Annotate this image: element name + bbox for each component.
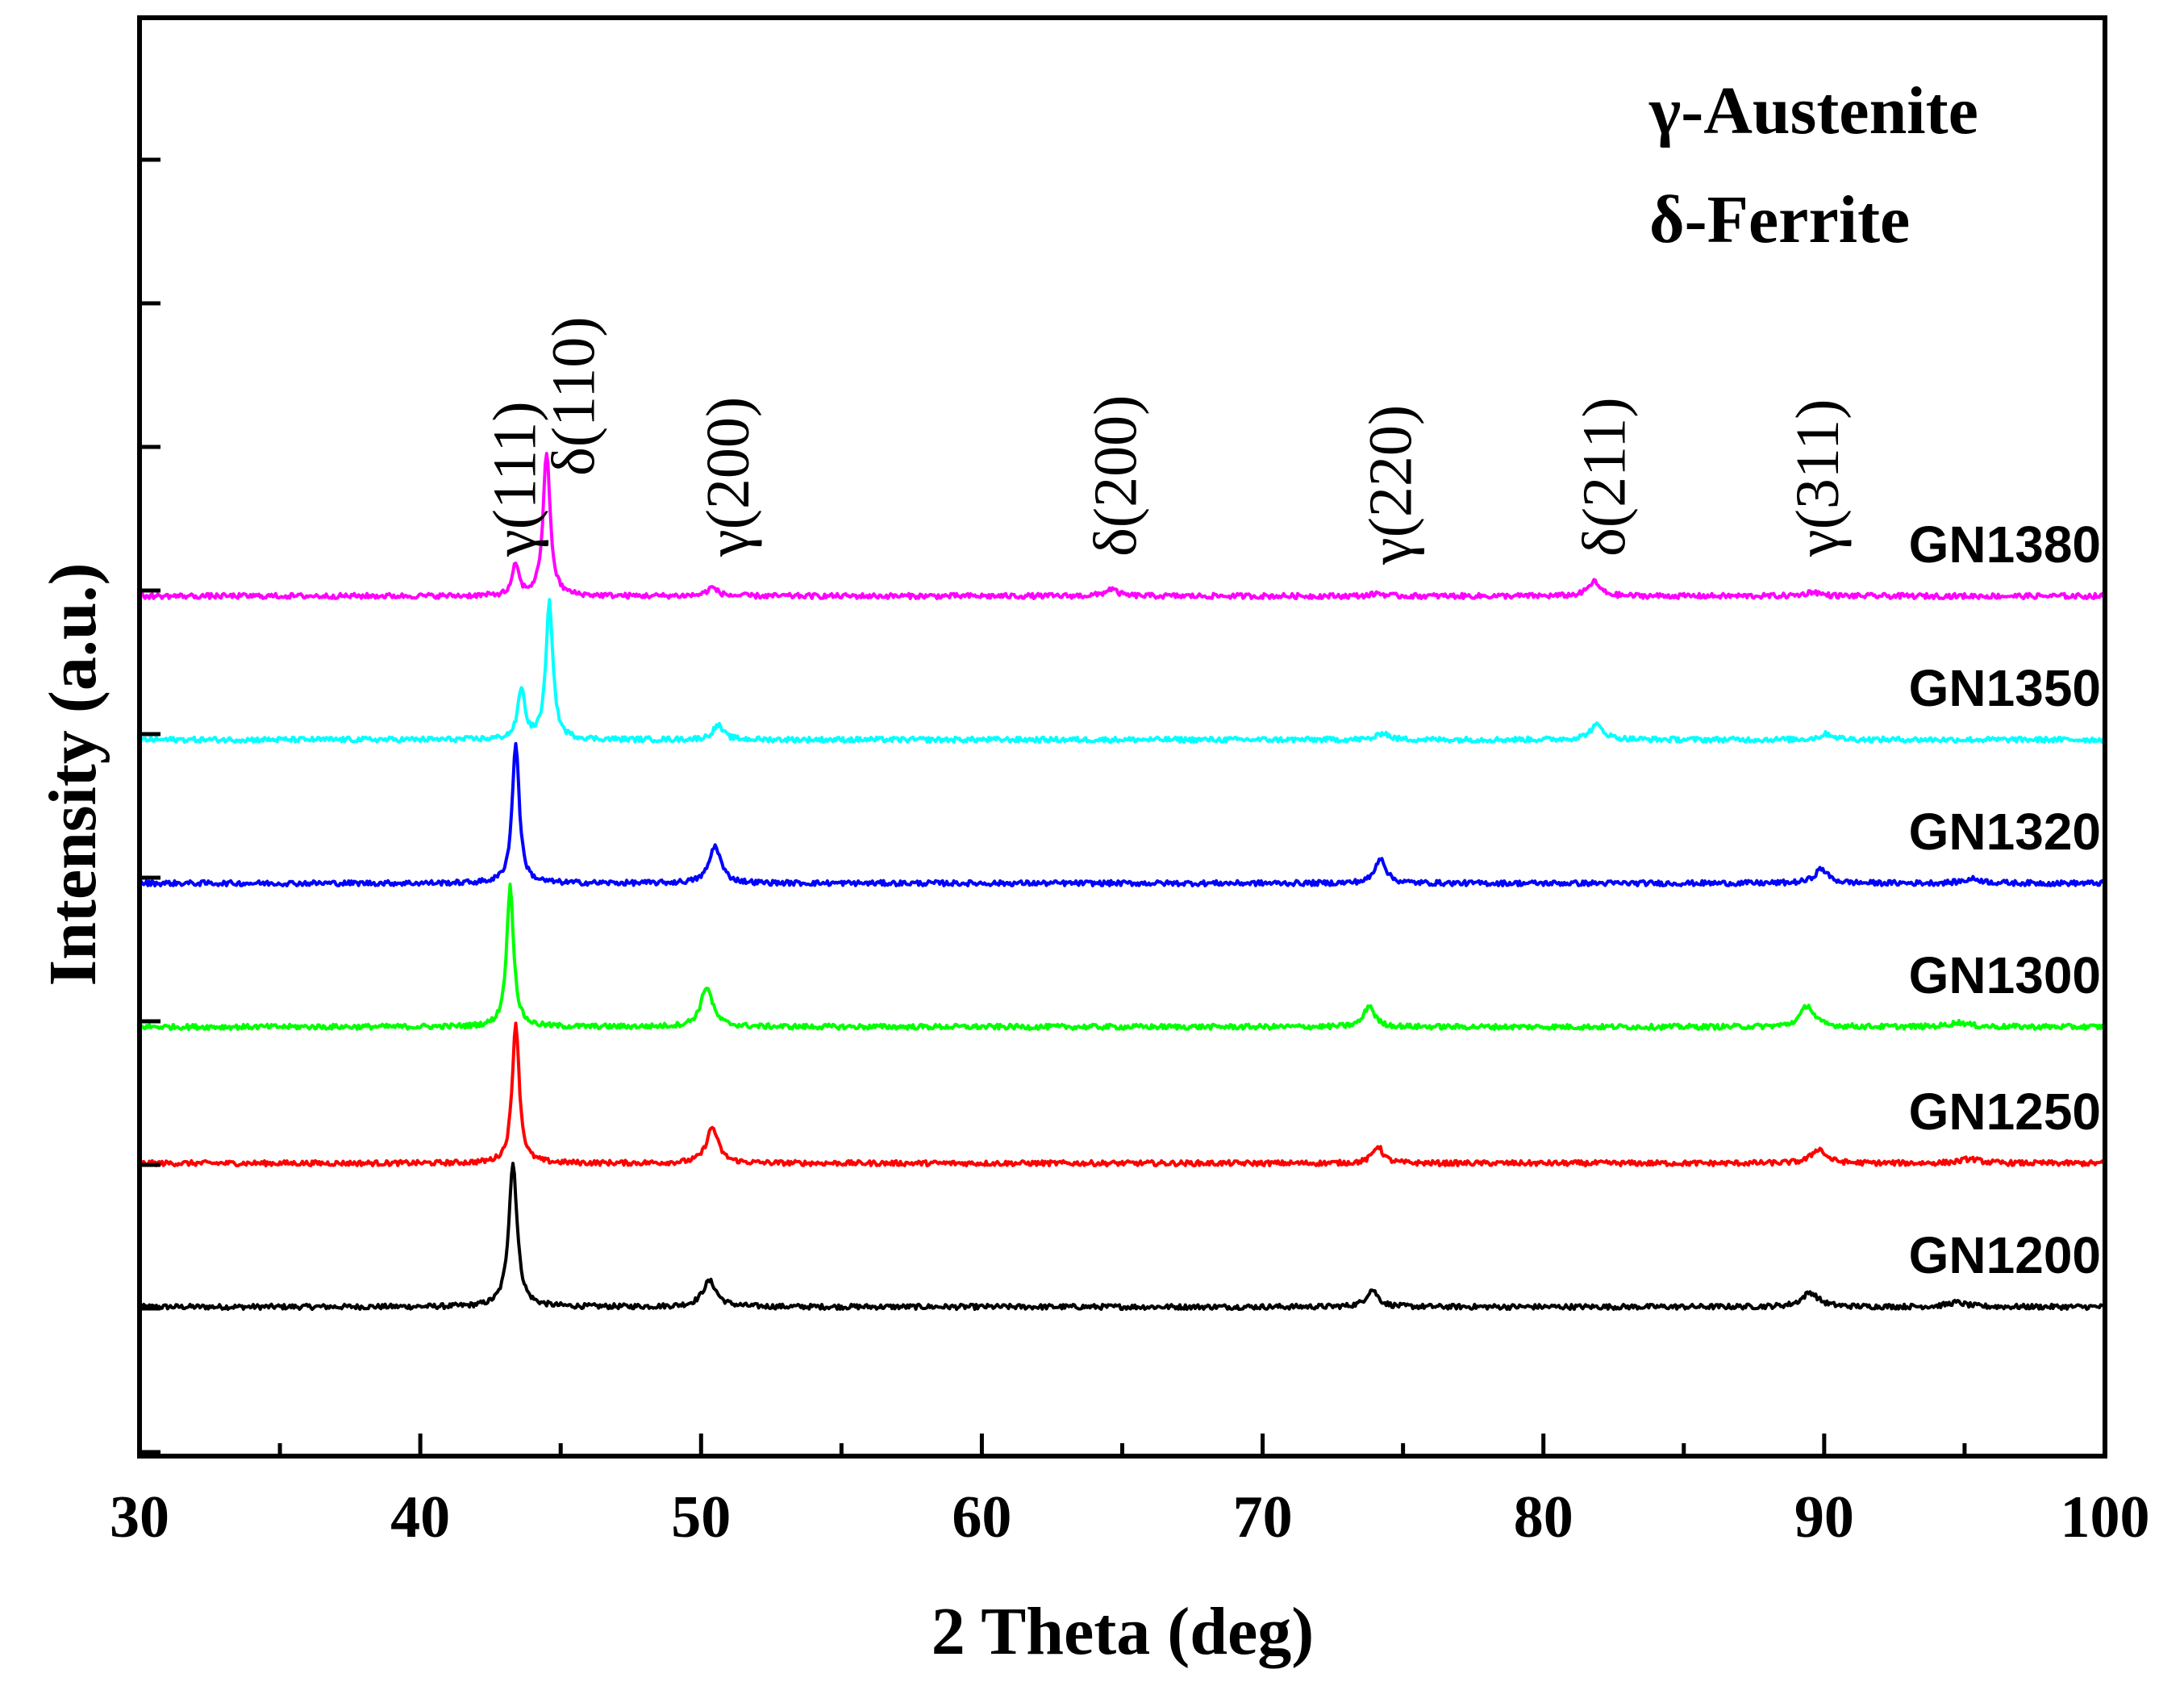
series-layer bbox=[138, 452, 2107, 1312]
peak-label-4: γ(220) bbox=[1357, 405, 1425, 566]
peak-label-3: δ(200) bbox=[1082, 395, 1150, 557]
label-layer: GN1200 GN1250 GN1300 GN1320 GN1350 GN1380 γ(11… bbox=[481, 316, 2102, 1284]
legend-austenite: γ-Austenite bbox=[1648, 73, 1978, 148]
x-tick-label-30: 30 bbox=[110, 1484, 169, 1550]
series-line-gn1380 bbox=[138, 452, 2107, 600]
peak-label-6: γ(311) bbox=[1784, 399, 1852, 557]
peak-label-2: γ(200) bbox=[694, 397, 762, 557]
x-tick-label-70: 70 bbox=[1233, 1484, 1293, 1550]
peak-label-5: δ(211) bbox=[1570, 397, 1638, 557]
x-axis-title: 2 Theta (deg) bbox=[932, 1594, 1314, 1669]
x-tick-label-80: 80 bbox=[1514, 1484, 1573, 1550]
tick-layer: 30 40 50 60 70 80 90 100 bbox=[110, 157, 2150, 1550]
peak-label-0: γ(111) bbox=[481, 401, 549, 557]
series-label-gn1320: GN1320 bbox=[1909, 803, 2101, 861]
y-axis-title: Intensity (a.u.) bbox=[35, 562, 110, 986]
x-tick-label-60: 60 bbox=[952, 1484, 1011, 1550]
series-line-gn1250 bbox=[138, 1021, 2106, 1168]
x-tick-label-50: 50 bbox=[671, 1484, 731, 1550]
series-line-gn1350 bbox=[138, 598, 2107, 744]
series-label-gn1200: GN1200 bbox=[1909, 1226, 2101, 1284]
series-label-gn1350: GN1350 bbox=[1909, 659, 2101, 717]
peak-label-1: δ(110) bbox=[540, 316, 608, 476]
series-line-gn1320 bbox=[138, 741, 2106, 887]
legend-ferrite: δ-Ferrite bbox=[1649, 182, 1910, 257]
series-line-gn1300 bbox=[139, 883, 2107, 1031]
x-tick-label-40: 40 bbox=[390, 1484, 450, 1550]
series-label-gn1380: GN1380 bbox=[1909, 515, 2101, 574]
x-tick-label-100: 100 bbox=[2061, 1484, 2150, 1550]
series-label-gn1300: GN1300 bbox=[1909, 946, 2101, 1004]
x-tick-label-90: 90 bbox=[1794, 1484, 1854, 1550]
series-label-gn1250: GN1250 bbox=[1909, 1083, 2101, 1141]
series-line-gn1200 bbox=[138, 1162, 2106, 1312]
